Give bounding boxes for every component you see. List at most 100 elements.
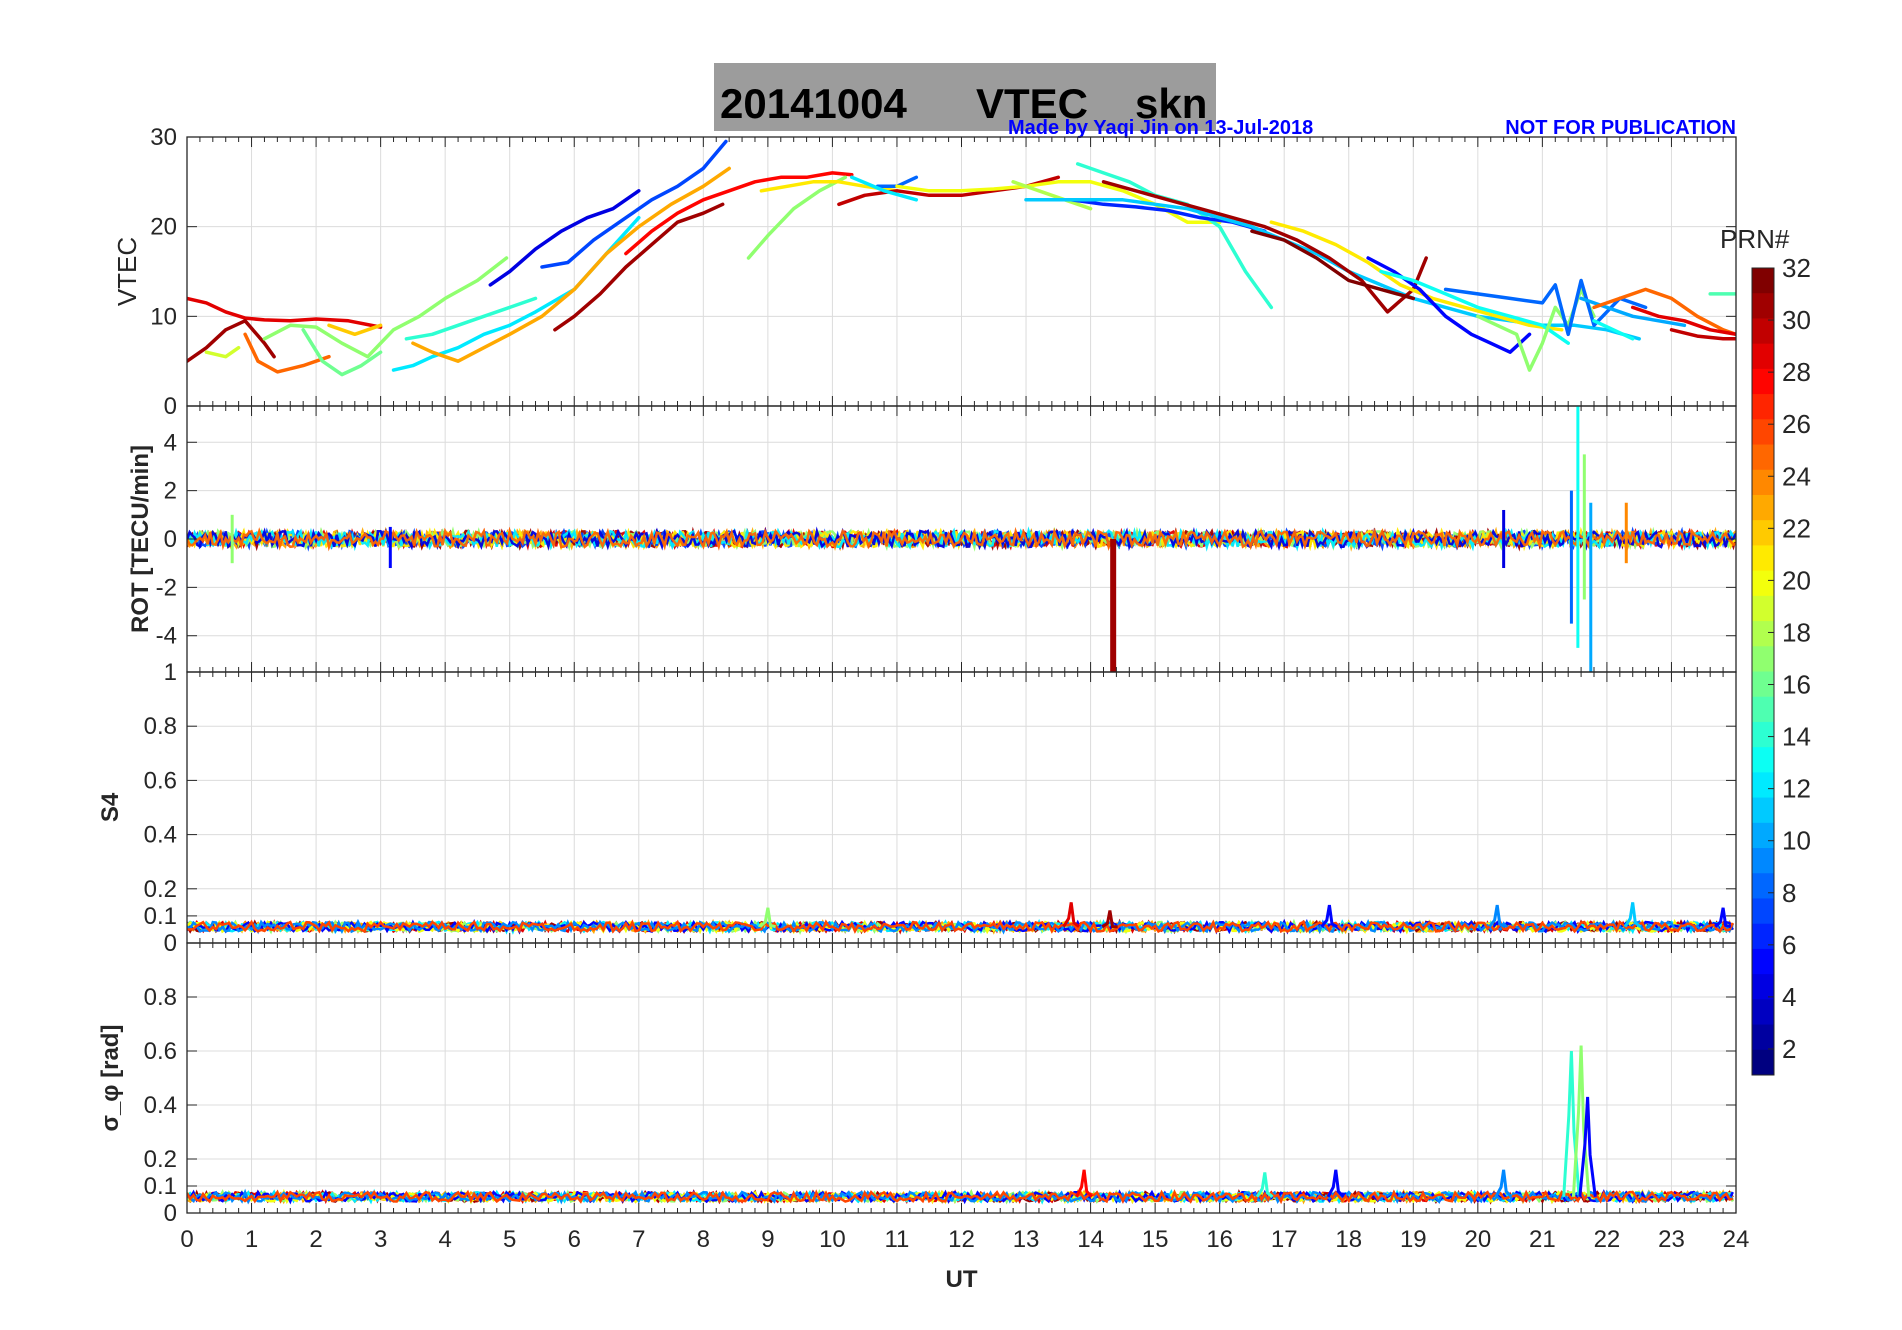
x-tick-label: 8 (697, 1226, 710, 1253)
vtec-series-line (327, 323, 383, 337)
colorbar-swatch (1752, 646, 1774, 672)
colorbar-tick-label: 28 (1782, 357, 1811, 387)
x-tick-label: 24 (1723, 1226, 1750, 1253)
x-tick-label: 9 (761, 1226, 774, 1253)
notice-text: NOT FOR PUBLICATION (1505, 117, 1736, 139)
x-tick-label: 7 (632, 1226, 645, 1253)
vtec-series-line (187, 296, 383, 329)
colorbar-swatch (1752, 721, 1774, 748)
scint-spike (1578, 1096, 1597, 1197)
scint-spike (1101, 910, 1118, 929)
x-tick-label: 17 (1271, 1226, 1298, 1253)
vtec-series-line (850, 175, 919, 202)
colorbar-swatch (1752, 1024, 1774, 1051)
y-tick-label: 2 (164, 478, 177, 505)
y-tick-label: 0.2 (144, 1146, 177, 1173)
y-tick-label: 0.1 (144, 1173, 177, 1200)
vtec-series-line (746, 175, 848, 260)
x-tick-label: 13 (1013, 1226, 1040, 1253)
title-box (714, 63, 1216, 131)
colorbar-swatch (1752, 595, 1774, 622)
colorbar-swatch (1752, 520, 1774, 546)
colorbar-swatch (1752, 898, 1774, 925)
colorbar-swatches (1751, 267, 1775, 1076)
vtec-series-line (624, 171, 854, 256)
colorbar-frame (1751, 267, 1775, 1076)
colorbar-swatch (1752, 318, 1774, 345)
rot-series-line (187, 526, 1736, 552)
x-tick-label: 16 (1206, 1226, 1233, 1253)
vtec-series-line (1101, 180, 1428, 314)
vtec-series-line (553, 202, 725, 332)
colorbar-swatch (1752, 444, 1774, 471)
y-tick-label: 20 (150, 214, 177, 241)
x-tick-label: 22 (1594, 1226, 1621, 1253)
colorbar-swatch (1752, 671, 1774, 698)
colorbar-tick-label: 4 (1782, 982, 1796, 1012)
colorbar-swatch (1752, 797, 1774, 824)
y-axis-label: σ_φ [rad] (97, 1025, 124, 1132)
y-tick-label: 0.6 (144, 767, 177, 794)
title-date: 20141004 (720, 80, 908, 127)
scint-spike (1494, 1169, 1513, 1198)
colorbar-swatch (1752, 999, 1774, 1026)
y-axis-label: ROT [TECU/min] (127, 445, 154, 633)
colorbar-tick-label: 8 (1782, 878, 1796, 908)
scint-series-line (187, 919, 1734, 934)
scint-spike (1062, 902, 1080, 928)
x-tick-label: 19 (1400, 1226, 1427, 1253)
y-tick-label: 0.2 (144, 876, 177, 903)
scint-series-line (187, 918, 1734, 935)
y-tick-label: -4 (156, 623, 177, 650)
x-tick-label: 12 (948, 1226, 975, 1253)
colorbar: PRN# 32 30 28 26 24 22 20 18 16 14 12 10 8 6 4 2 (1720, 224, 1811, 1076)
panel-1: 0 10 20 30 VTEC (112, 124, 1737, 420)
y-tick-label: 0 (164, 526, 177, 553)
panel-data (187, 406, 1736, 672)
vtec-series-line (1669, 328, 1736, 341)
scint-spike (1075, 1169, 1093, 1198)
colorbar-label: PRN# (1720, 224, 1790, 254)
colorbar-swatch (1752, 923, 1774, 950)
x-tick-label: 2 (309, 1226, 322, 1253)
x-tick-label: 0 (180, 1226, 193, 1253)
vtec-series-line (262, 256, 509, 359)
panel-data (187, 1045, 1734, 1205)
colorbar-swatch (1752, 469, 1774, 496)
colorbar-tick-label: 6 (1782, 930, 1796, 960)
vtec-series-line (540, 139, 728, 269)
colorbar-swatch (1752, 873, 1774, 899)
x-tick-label: 11 (884, 1226, 909, 1253)
x-tick-label: 4 (438, 1226, 451, 1253)
y-tick-label: 0.4 (144, 1092, 177, 1119)
x-tick-label: 6 (568, 1226, 581, 1253)
y-axis-label: VTEC (112, 237, 142, 306)
y-tick-label: 10 (150, 303, 177, 330)
vtec-series-line (1250, 229, 1416, 301)
colorbar-swatch (1752, 747, 1774, 773)
x-tick-label: 23 (1658, 1226, 1685, 1253)
scint-spike (1488, 904, 1506, 929)
vtec-series-line (1011, 180, 1093, 211)
x-tick-label: 3 (374, 1226, 387, 1253)
panel-3: 00.10.2 0.4 0.6 0.8 1 S4 (97, 659, 1737, 957)
colorbar-swatch (1752, 1049, 1774, 1076)
y-axis-label: S4 (97, 792, 124, 822)
vtec-series-line (488, 189, 641, 287)
colorbar-tick-label: 30 (1782, 305, 1811, 335)
y-tick-label: 0 (164, 930, 177, 957)
colorbar-tick-label: 18 (1782, 617, 1811, 647)
y-tick-label: 30 (150, 124, 177, 151)
x-tick-label: 10 (819, 1226, 846, 1253)
vtec-series-line (1630, 305, 1736, 337)
colorbar-swatch (1752, 570, 1774, 597)
vtec-series-line (411, 166, 731, 363)
colorbar-swatch (1752, 494, 1774, 521)
vtec-series-line (1366, 256, 1532, 354)
colorbar-swatch (1752, 772, 1774, 799)
panel-data (187, 902, 1734, 935)
title-station: skn (1135, 80, 1207, 127)
x-tick-label: 15 (1142, 1226, 1169, 1253)
